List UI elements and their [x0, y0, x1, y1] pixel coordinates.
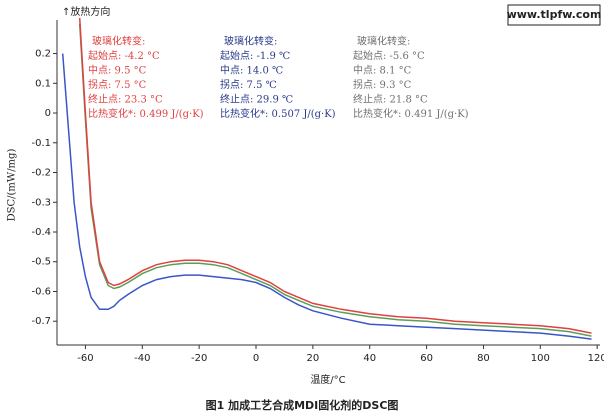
- annotation-line: 终止点: 23.3 °C: [88, 93, 163, 106]
- annotation-line: 玻璃化转变:: [92, 35, 145, 48]
- y-tick-label: 0: [45, 108, 51, 119]
- annotation-line: 中点: 8.1 °C: [353, 64, 412, 77]
- data-line: [78, 17, 592, 334]
- annotation-line: 起始点: -4.2 °C: [88, 49, 160, 62]
- x-tick-label: -20: [191, 353, 207, 364]
- x-tick-label: 120: [588, 353, 604, 364]
- annotation-line: 玻璃化转变:: [357, 35, 410, 48]
- annotation-line: 终止点: 29.9 ℃: [220, 93, 293, 106]
- data-line: [61, 53, 592, 340]
- y-tick-label: -0.5: [31, 257, 51, 268]
- data-line: [78, 23, 592, 337]
- y-tick-label: 0.1: [35, 78, 51, 89]
- annotation-line: 中点: 14.0 ℃: [220, 64, 283, 77]
- annotation-line: 比热变化*: 0.491 J/(g·K): [353, 107, 469, 120]
- y-tick-label: -0.7: [31, 316, 51, 327]
- caption: 图1 加成工艺合成MDI固化剂的DSC图: [206, 398, 399, 412]
- y-axis-label: DSC/(mW/mg): [7, 149, 18, 222]
- x-axis-label: 温度/°C: [310, 373, 345, 386]
- x-tick-label: 80: [477, 353, 490, 364]
- watermark: www.tlpfw.com: [507, 8, 602, 21]
- y-tick-label: 0.2: [35, 49, 51, 60]
- y-tick-label: -0.2: [31, 168, 51, 179]
- direction-label: ↑放热方向: [62, 5, 110, 18]
- x-tick-label: -40: [134, 353, 150, 364]
- y-tick-label: -0.6: [31, 286, 51, 297]
- x-tick-label: 100: [531, 353, 550, 364]
- watermark-box: [507, 4, 601, 26]
- annotation-line: 起始点: -1.9 ℃: [220, 49, 290, 62]
- annotation-line: 拐点: 7.5 ℃: [220, 78, 277, 91]
- annotation-line: 比热变化*: 0.499 J/(g·K): [88, 107, 204, 120]
- x-tick-label: -60: [77, 353, 93, 364]
- y-tick-label: -0.4: [31, 227, 51, 238]
- x-tick-label: 60: [420, 353, 433, 364]
- x-tick-label: 20: [306, 353, 319, 364]
- x-tick-label: 40: [363, 353, 376, 364]
- annotation-line: 终止点: 21.8 °C: [353, 93, 428, 106]
- annotation-line: 比热变化*: 0.507 J/(g·K): [220, 107, 336, 120]
- y-tick-label: -0.1: [31, 138, 51, 149]
- x-tick-label: 0: [253, 353, 259, 364]
- annotation-line: 起始点: -5.6 °C: [353, 49, 425, 62]
- y-tick-label: -0.3: [31, 197, 51, 208]
- annotation-line: 拐点: 9.3 °C: [353, 78, 412, 91]
- annotation-line: 拐点: 7.5 °C: [88, 78, 147, 91]
- annotation-line: 中点: 9.5 °C: [88, 64, 147, 77]
- annotation-line: 玻璃化转变:: [224, 35, 277, 48]
